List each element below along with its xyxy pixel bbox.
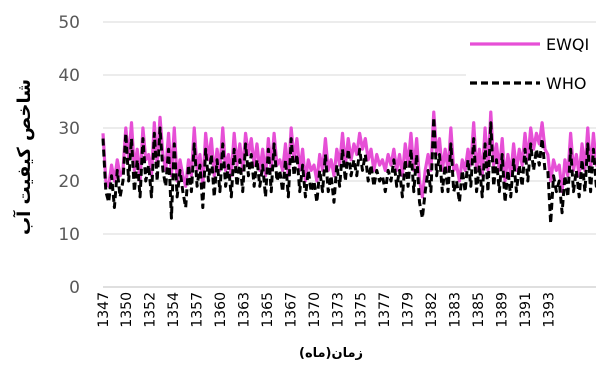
legend-label-ewqi: EWQI bbox=[546, 35, 589, 54]
x-tick-label: 1389 bbox=[494, 292, 510, 328]
x-axis-title: زمان(ماه) bbox=[299, 346, 363, 361]
x-tick-label: 1375 bbox=[354, 292, 370, 328]
x-tick-label: 1377 bbox=[377, 292, 393, 328]
y-axis-title: شاخص کیفیت آب bbox=[12, 79, 35, 235]
x-tick-label: 1382 bbox=[424, 292, 440, 328]
x-tick-label: 1393 bbox=[541, 292, 557, 328]
x-tick-label: 1379 bbox=[401, 292, 417, 328]
x-tick-label: 1350 bbox=[119, 292, 135, 328]
x-tick-label: 1373 bbox=[330, 292, 346, 328]
x-tick-label: 1370 bbox=[307, 292, 323, 328]
axes: 0 10 20 30 40 50 1347 1350 1352 1354 1357 1360 1363 1… bbox=[58, 13, 596, 328]
legend-label-who: WHO bbox=[546, 74, 586, 93]
y-tick-label: 10 bbox=[58, 225, 80, 245]
x-tick-label: 1367 bbox=[283, 292, 299, 328]
x-tick-label: 1347 bbox=[96, 292, 112, 328]
series-line-who bbox=[101, 115, 596, 225]
x-tick-label: 1363 bbox=[236, 292, 252, 328]
x-tick-label: 1360 bbox=[213, 292, 229, 328]
y-tick-label: 40 bbox=[58, 66, 80, 86]
legend: EWQI WHO bbox=[466, 30, 596, 97]
x-tick-label: 1352 bbox=[143, 292, 159, 328]
y-tick-label: 0 bbox=[69, 278, 80, 298]
x-tick-label: 1383 bbox=[448, 292, 464, 328]
x-tick-label: 1357 bbox=[190, 292, 206, 328]
x-tick-label: 1354 bbox=[166, 292, 182, 328]
y-tick-label: 30 bbox=[58, 119, 80, 139]
x-tick-label: 1365 bbox=[260, 292, 276, 328]
y-tick-label: 50 bbox=[58, 13, 80, 33]
x-tick-label: 1391 bbox=[518, 292, 534, 328]
y-tick-label: 20 bbox=[58, 172, 80, 192]
x-tick-label: 1385 bbox=[471, 292, 487, 328]
series-lines bbox=[101, 110, 596, 225]
